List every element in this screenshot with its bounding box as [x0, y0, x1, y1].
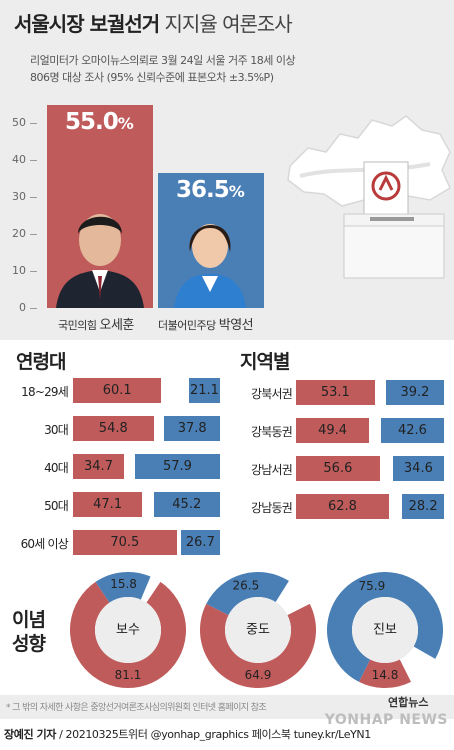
ideology-section-title: 이념 성향	[12, 608, 46, 656]
row-label: 강남서권	[251, 463, 293, 477]
donut-center-label: 중도	[246, 623, 270, 638]
segment-other	[124, 454, 135, 479]
segment-red: 53.1	[296, 380, 375, 405]
footnote: * 그 밖의 자세한 사항은 중앙선거여론조사심의위원회 인터넷 홈페이지 참조	[6, 703, 267, 713]
y-tick-label: 10	[12, 264, 26, 277]
y-tick-mark	[30, 308, 37, 309]
ideology-title-line-1: 이념	[12, 609, 46, 631]
segment-blue: 57.9	[134, 454, 220, 479]
candidate-photo-oh	[56, 214, 144, 308]
bar-value-label: 55.0%	[65, 108, 134, 135]
segment-blue: 26.7	[180, 530, 220, 555]
segment-other	[369, 418, 381, 443]
party-name: 국민의힘	[58, 319, 97, 332]
segment-other	[153, 416, 165, 441]
segment-blue: 39.2	[385, 380, 444, 405]
yonhap-logo: 연합뉴스	[388, 696, 429, 709]
donut-value-red: 64.9	[245, 668, 272, 682]
donut-center	[352, 597, 418, 663]
segment-blue: 45.2	[153, 492, 220, 517]
y-tick-mark	[30, 234, 37, 235]
donut-center-label: 진보	[373, 623, 397, 638]
row-label: 30대	[44, 423, 69, 437]
region-section-title: 지역별	[240, 351, 290, 373]
segment-blue: 42.6	[380, 418, 444, 443]
segment-red: 47.1	[73, 492, 143, 517]
donut-value-blue: 26.5	[232, 579, 259, 593]
donut-segment-blue	[95, 572, 151, 603]
segment-other	[374, 380, 386, 405]
candidate-photo-park	[174, 224, 246, 308]
title-bold: 서울시장 보궐선거	[14, 12, 160, 36]
row-label: 40대	[44, 461, 69, 475]
candidate-label-oh: 국민의힘 오세훈	[58, 314, 134, 333]
donut-center	[95, 597, 161, 663]
segment-other	[379, 456, 393, 481]
y-tick-mark	[30, 160, 37, 161]
ideology-donut-charts: 보수 81.1 15.8 중도 64.9 26.5 진보 14.8 75.9	[69, 572, 443, 688]
row-label: 강북서권	[251, 387, 293, 401]
row-label: 18~29세	[21, 385, 69, 399]
page-title: 서울시장 보궐선거 지지율 여론조사	[14, 8, 293, 37]
row-label: 50대	[44, 499, 69, 513]
donut-value-red: 81.1	[115, 668, 142, 682]
y-tick-mark	[30, 197, 37, 198]
segment-red: 49.4	[296, 418, 370, 443]
donut-segment-other	[399, 646, 436, 682]
segment-blue: 34.6	[392, 456, 444, 481]
y-tick-mark	[30, 271, 37, 272]
donut-segment-red	[358, 659, 412, 688]
donut-segment-red	[69, 581, 186, 688]
candidate-name: 오세훈	[99, 318, 134, 333]
credit-line: 장예진 기자 / 20210325트위터 @yonhap_graphics 페이…	[0, 719, 454, 750]
title-light: 지지율 여론조사	[164, 12, 293, 36]
row-label: 60세 이상	[20, 537, 69, 551]
party-name: 더불어민주당	[158, 319, 216, 332]
donut-segment-other	[275, 580, 310, 616]
credit-details: / 20210325트위터 @yonhap_graphics 페이스북 tune…	[59, 728, 371, 741]
segment-blue: 28.2	[402, 494, 444, 519]
segment-red: 56.6	[296, 456, 380, 481]
segment-red: 62.8	[296, 494, 389, 519]
donut-center	[225, 597, 291, 663]
subtitle-line-1: 리얼미터가 오마이뉴스의뢰로 3월 24일 서울 거주 18세 이상	[30, 54, 296, 67]
segment-other	[161, 378, 189, 403]
donut-segment-other	[140, 576, 161, 603]
donut-segment-blue	[326, 572, 443, 682]
segment-other	[176, 530, 181, 555]
segment-blue: 21.1	[188, 378, 220, 403]
y-tick-mark	[30, 123, 37, 124]
segment-blue: 37.8	[164, 416, 220, 441]
subtitle-line-2: 806명 대상 조사 (95% 신뢰수준에 표본오차 ±3.5%P)	[30, 71, 274, 84]
segment-red: 70.5	[73, 530, 177, 555]
credit-author: 장예진 기자	[4, 728, 57, 741]
segment-red: 54.8	[73, 416, 154, 441]
bar-value-label: 36.5%	[176, 176, 245, 203]
donut-center-label: 보수	[116, 623, 140, 638]
donut-segment-red	[200, 603, 316, 688]
segment-red: 60.1	[73, 378, 162, 403]
candidate-name: 박영선	[218, 318, 254, 333]
y-tick-label: 40	[12, 153, 26, 166]
donut-segment-blue	[206, 572, 289, 616]
y-tick-label: 20	[12, 227, 26, 240]
survey-subtitle: 리얼미터가 오마이뉴스의뢰로 3월 24일 서울 거주 18세 이상 806명 …	[30, 52, 296, 86]
segment-red: 34.7	[73, 454, 124, 479]
ideology-title-line-2: 성향	[12, 633, 46, 655]
segment-other	[142, 492, 154, 517]
candidate-label-park: 더불어민주당 박영선	[158, 314, 254, 333]
y-tick-label: 50	[12, 116, 26, 129]
age-section-title: 연령대	[16, 351, 66, 373]
donut-value-red: 14.8	[372, 668, 399, 682]
donut-value-blue: 15.8	[110, 577, 137, 591]
row-label: 강북동권	[251, 425, 293, 439]
row-label: 강남동권	[251, 501, 293, 515]
y-tick-label: 30	[12, 190, 26, 203]
segment-other	[388, 494, 403, 519]
watermark: YONHAP NEWS	[324, 712, 448, 728]
donut-value-blue: 75.9	[359, 579, 386, 593]
y-tick-label: 0	[19, 301, 26, 314]
ballot-box-illustration	[343, 161, 445, 279]
